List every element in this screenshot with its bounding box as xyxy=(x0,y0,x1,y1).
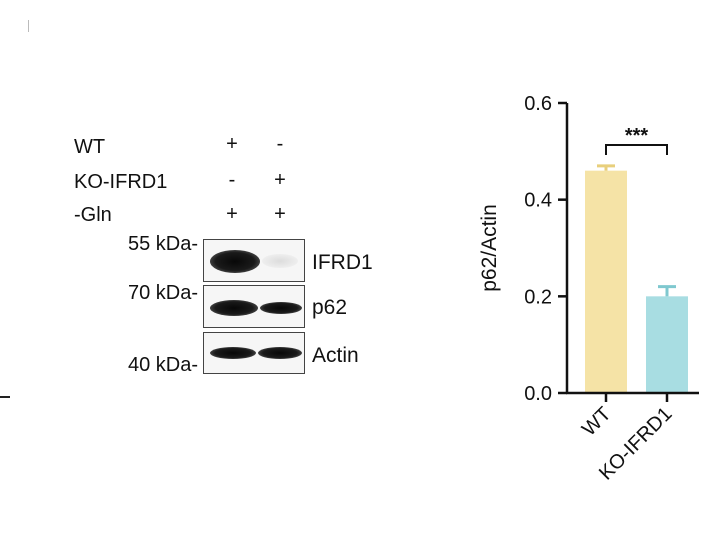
sign-gln-lane2: + xyxy=(274,203,286,225)
y-tick-label-3: 0.6 xyxy=(524,93,552,115)
band-actin-lane2 xyxy=(258,347,302,359)
sign-ko-lane2: + xyxy=(274,169,286,191)
marker-label-ifrd1: 55 kDa- xyxy=(127,233,198,255)
condition-label-gln: -Gln xyxy=(74,204,112,226)
sign-wt-lane2: - xyxy=(276,133,284,155)
scan-mark-left xyxy=(0,396,10,398)
significance-label: *** xyxy=(625,125,649,147)
x-tick-label-0: WT xyxy=(578,403,616,441)
blot-strip-ifrd1 xyxy=(203,239,305,282)
protein-label-p62: p62 xyxy=(312,296,348,319)
band-actin-lane1 xyxy=(210,347,256,359)
y-tick-label-0: 0.0 xyxy=(524,383,552,405)
marker-label-p62: 70 kDa- xyxy=(127,282,198,304)
band-ifrd1-lane2 xyxy=(262,254,298,268)
y-tick-label-2: 0.4 xyxy=(524,190,552,212)
condition-label-ko: KO-IFRD1 xyxy=(74,171,168,193)
blot-strip-p62 xyxy=(203,285,305,328)
sign-gln-lane1: + xyxy=(226,203,238,225)
y-tick-label-1: 0.2 xyxy=(524,286,552,308)
sign-ko-lane1: - xyxy=(228,169,236,191)
band-p62-lane2 xyxy=(260,302,302,314)
protein-label-actin: Actin xyxy=(312,344,359,367)
sign-wt-lane1: + xyxy=(226,133,238,155)
protein-label-ifrd1: IFRD1 xyxy=(312,251,373,274)
band-p62-lane1 xyxy=(210,300,258,316)
y-axis-label: p62/Actin xyxy=(478,204,501,292)
marker-label-actin: 40 kDa- xyxy=(127,354,198,376)
bar-0 xyxy=(585,170,627,393)
bar-1 xyxy=(646,296,688,393)
blot-strip-actin xyxy=(203,332,305,374)
band-ifrd1-lane1 xyxy=(210,250,260,273)
condition-label-wt: WT xyxy=(74,136,106,158)
significance-bracket xyxy=(605,144,668,155)
scan-mark-top xyxy=(28,20,29,32)
